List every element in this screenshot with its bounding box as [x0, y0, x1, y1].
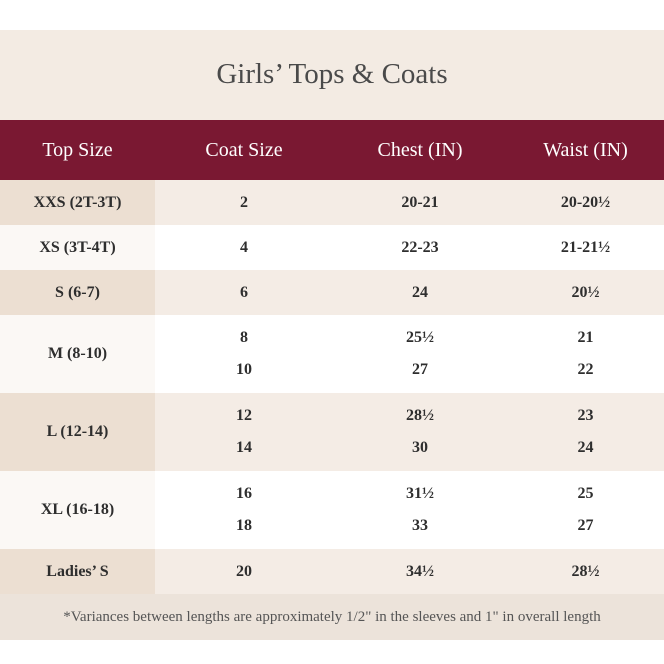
value-cell: 20-21	[333, 180, 507, 225]
value-cell: 21-21½	[507, 225, 664, 270]
value-cell: 2	[155, 180, 333, 225]
value: 24	[412, 283, 428, 301]
value: 20-21	[401, 193, 439, 211]
value-cell: 4	[155, 225, 333, 270]
value: 27	[577, 517, 594, 534]
value-cell: 21 22	[507, 315, 664, 393]
header-cell: Coat Size	[205, 139, 283, 161]
top-size-cell: XL (16-18)	[0, 471, 155, 549]
value-cell: 12 14	[155, 393, 333, 471]
value-cell: 31½ 33	[333, 471, 507, 549]
top-size-cell: S (6-7)	[0, 270, 155, 315]
value: 21-21½	[560, 238, 611, 256]
value: 28½	[571, 562, 600, 580]
value: 30	[412, 439, 428, 456]
title: Girls’ Tops & Coats	[216, 58, 448, 90]
value: 33	[412, 517, 428, 534]
value: 2	[240, 193, 248, 211]
value-cell: 28½ 30	[333, 393, 507, 471]
value: 10	[236, 361, 252, 378]
value-cell: 24	[333, 270, 507, 315]
value-cell: 23 24	[507, 393, 664, 471]
value-cell: 6	[155, 270, 333, 315]
top-size-cell: Ladies’ S	[0, 549, 155, 594]
value-cell: 25½ 27	[333, 315, 507, 393]
value: 22-23	[401, 238, 439, 256]
value-cell: 16 18	[155, 471, 333, 549]
value: 4	[240, 238, 248, 256]
top-size-cell: XXS (2T-3T)	[0, 180, 155, 225]
value-cell: 28½	[507, 549, 664, 594]
value: 22	[577, 361, 594, 378]
value: 20½	[571, 283, 600, 301]
table-row: S (6-7) 6 24 20½	[0, 270, 664, 315]
header-cell: Top Size	[42, 139, 113, 161]
value: 14	[236, 439, 252, 456]
table-row: L (12-14) 12 14 28½ 30 23 24	[0, 393, 664, 471]
value: 23	[577, 407, 594, 424]
value: 6	[240, 283, 248, 301]
value-cell: 34½	[333, 549, 507, 594]
value: 18	[236, 517, 252, 534]
header-cell: Waist (IN)	[543, 139, 628, 161]
top-size-cell: XS (3T-4T)	[0, 225, 155, 270]
value: 25	[577, 485, 594, 502]
value: 20-20½	[560, 193, 611, 211]
value-cell: 20	[155, 549, 333, 594]
value: 20	[236, 562, 252, 580]
value: 21	[577, 329, 594, 346]
value: 25½	[406, 329, 434, 346]
value: 34½	[406, 562, 434, 580]
table-header: Top Size Coat Size Chest (IN) Waist (IN)	[0, 120, 664, 180]
value: 16	[236, 485, 252, 502]
footnote: *Variances between lengths are approxima…	[0, 594, 664, 640]
table-row: M (8-10) 8 10 25½ 27 21 22	[0, 315, 664, 393]
table-row: Ladies’ S 20 34½ 28½	[0, 549, 664, 594]
value-cell: 8 10	[155, 315, 333, 393]
value: 31½	[406, 485, 434, 502]
table-row: XXS (2T-3T) 2 20-21 20-20½	[0, 180, 664, 225]
value-cell: 20½	[507, 270, 664, 315]
top-size-cell: M (8-10)	[0, 315, 155, 393]
value-cell: 25 27	[507, 471, 664, 549]
value: 8	[240, 329, 248, 346]
value: 27	[412, 361, 428, 378]
value: 12	[236, 407, 252, 424]
header-cell: Chest (IN)	[377, 139, 463, 161]
top-size-cell: L (12-14)	[0, 393, 155, 471]
table-row: XS (3T-4T) 4 22-23 21-21½	[0, 225, 664, 270]
value: 24	[577, 439, 594, 456]
value: 28½	[406, 407, 434, 424]
table-row: XL (16-18) 16 18 31½ 33 25 27	[0, 471, 664, 549]
value-cell: 20-20½	[507, 180, 664, 225]
value-cell: 22-23	[333, 225, 507, 270]
